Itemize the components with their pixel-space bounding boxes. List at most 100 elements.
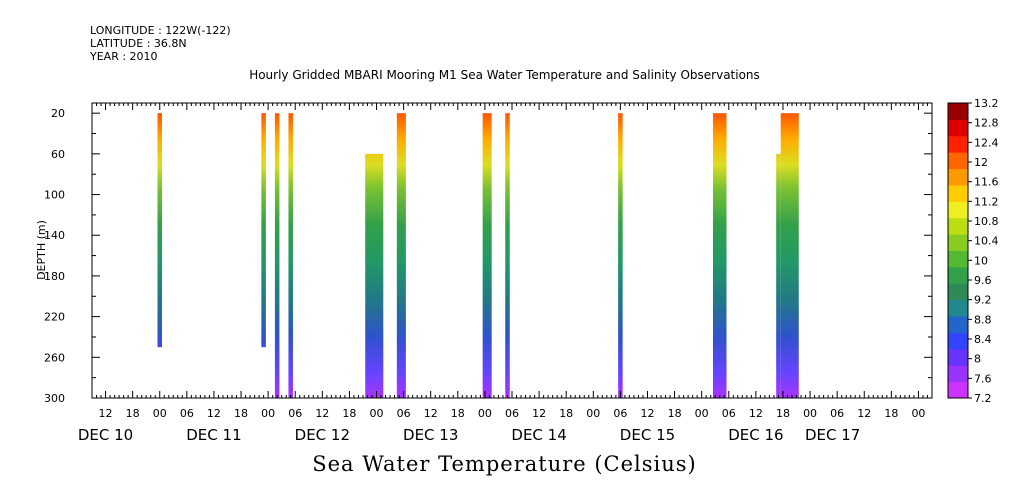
colorbar-tick-label: 8 [974,353,981,366]
chart-title: Hourly Gridded MBARI Mooring M1 Sea Wate… [249,68,760,82]
colorbar-swatch [948,103,968,120]
colorbar-tick-label: 9.6 [974,274,992,287]
colorbar-tick-label: 13.2 [974,97,999,110]
x-tick-label: 18 [451,407,465,420]
y-tick-label: 100 [44,189,65,202]
y-tick-label: 20 [51,107,65,120]
colorbar-tick-label: 8.8 [974,313,992,326]
data-column-8 [505,113,510,398]
colorbar-swatch [948,119,968,137]
x-tick-label: 12 [857,407,871,420]
data-column-3 [274,113,280,398]
data-column-5 [365,153,384,398]
colorbar-tick-label: 11.6 [974,176,999,189]
x-tick-label: 00 [370,407,384,420]
x-day-label: DEC 17 [805,426,860,444]
colorbar-tick-label: 8.4 [974,333,992,346]
colorbar-swatch [948,348,968,366]
y-axis-ticks: 20 60 100 140 180 220 260 300 [44,107,932,405]
colorbar-tick-label: 12.8 [974,117,999,130]
colorbar-tick-label: 10.8 [974,215,999,228]
x-tick-label: 12 [99,407,113,420]
data-column-6 [396,113,406,398]
x-tick-label: 00 [911,407,925,420]
x-day-label: DEC 11 [186,426,241,444]
y-axis-label: DEPTH (m) [35,220,48,280]
x-tick-label: 06 [722,407,736,420]
plot-frame [91,102,933,399]
colorbar-tick-label: 12.4 [974,136,999,149]
colorbar-tick-label: 7.6 [974,372,992,385]
x-tick-label: 06 [505,407,519,420]
colorbar-swatch [948,217,968,235]
colorbar-swatch [948,299,968,317]
x-tick-label: 06 [288,407,302,420]
colorbar-swatch [948,283,968,301]
colorbar-swatch [948,381,968,399]
colorbar-frame [947,102,969,399]
data-column-2 [261,113,266,348]
colorbar-tick-label: 11.2 [974,195,999,208]
x-tick-label: 00 [803,407,817,420]
colorbar-swatch [948,234,968,251]
x-day-label: DEC 12 [295,426,350,444]
data-column-9 [618,113,623,398]
year-label: YEAR : 2010 [90,50,158,63]
y-tick-label: 140 [44,229,65,242]
x-tick-label: 12 [749,407,763,420]
x-tick-label: 06 [180,407,194,420]
x-tick-label: 12 [424,407,438,420]
colorbar-swatch [948,152,968,170]
longitude-label: LONGITUDE : 122W(-122) [90,24,231,37]
x-tick-label: 18 [884,407,898,420]
colorbar-tick-label: 10.4 [974,235,999,248]
x-tick-label: 00 [586,407,600,420]
x-tick-label: 18 [559,407,573,420]
x-tick-label: 00 [695,407,709,420]
latitude-label: LATITUDE : 36.8N [90,37,187,50]
colorbar-swatch [948,250,968,268]
x-tick-label: 00 [261,407,275,420]
x-tick-label: 18 [126,407,140,420]
x-tick-label: 18 [668,407,682,420]
data-column-7 [482,113,492,398]
x-tick-label: 18 [776,407,790,420]
colorbar-label: Sea Water Temperature (Celsius) [312,452,697,476]
x-tick-label: 00 [153,407,167,420]
x-tick-label: 06 [830,407,844,420]
y-tick-label: 260 [44,351,65,364]
x-day-label: DEC 13 [403,426,458,444]
colorbar-swatch [948,168,968,186]
data-column-11 [776,153,781,398]
x-day-label: DEC 16 [728,426,783,444]
x-tick-label: 12 [640,407,654,420]
x-day-label: DEC 10 [78,426,133,444]
colorbar-tick-label: 7.2 [974,392,992,405]
x-tick-label: 18 [234,407,248,420]
x-tick-label: 12 [207,407,221,420]
colorbar-swatch [948,365,968,383]
x-tick-label: 06 [613,407,627,420]
colorbar-tick-label: 10 [974,254,988,267]
colorbar-swatch [948,266,968,284]
colorbar-swatch [948,201,968,219]
x-day-label: DEC 15 [620,426,675,444]
x-tick-label: 06 [397,407,411,420]
x-tick-label: 12 [532,407,546,420]
data-column-12 [780,113,799,398]
x-axis-ticks: 12 18 00 06 12 18 00 06 12 18 00 06 12 18 00 06 12 18 00 06… [78,103,933,444]
x-tick-label: 00 [478,407,492,420]
colorbar-swatch [948,316,968,333]
data-column-4 [288,113,293,398]
colorbar: 7.2 7.6 8 8.4 8.8 9.2 9.6 10 10.4 10.8 11.2 11.6 12 1… [947,97,999,405]
y-tick-label: 300 [44,392,65,405]
colorbar-tick-label: 9.2 [974,294,992,307]
colorbar-tick-label: 12 [974,156,988,169]
y-tick-label: 60 [51,148,65,161]
y-tick-label: 220 [44,311,65,324]
colorbar-swatch [948,184,968,202]
x-tick-label: 18 [342,407,356,420]
x-tick-label: 12 [315,407,329,420]
y-tick-label: 180 [44,270,65,283]
